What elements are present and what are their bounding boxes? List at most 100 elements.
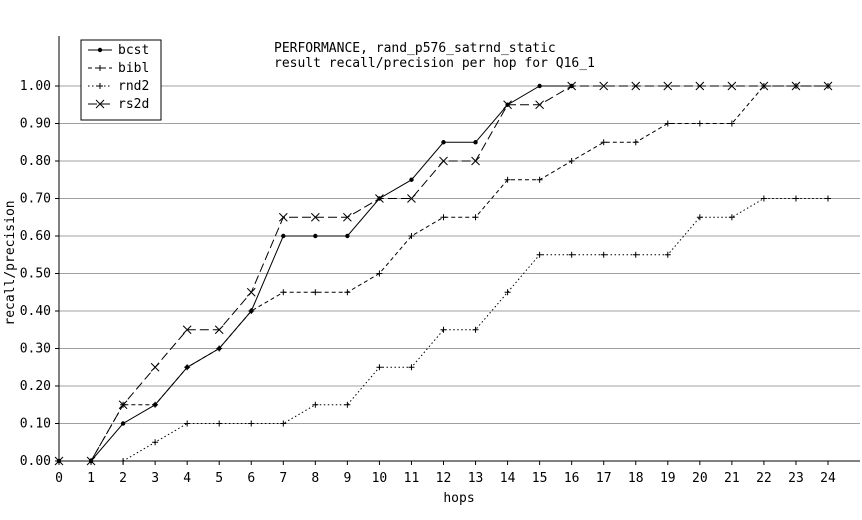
legend-label: bcst bbox=[118, 43, 149, 58]
data-point-bcst bbox=[120, 421, 126, 426]
data-point-bcst bbox=[473, 140, 478, 145]
legend-box bbox=[80, 39, 162, 121]
y-tick-label: 0.20 bbox=[20, 379, 51, 394]
data-point-bibl bbox=[376, 270, 383, 277]
data-point-rnd2 bbox=[600, 251, 607, 258]
data-point-bibl bbox=[440, 214, 447, 221]
data-point-rnd2 bbox=[504, 289, 511, 296]
grid bbox=[59, 85, 860, 424]
y-tick-label: 0.60 bbox=[20, 229, 51, 244]
x-tick-label: 16 bbox=[564, 471, 580, 486]
x-tick-label: 8 bbox=[311, 471, 319, 486]
y-tick-label: 0.90 bbox=[20, 117, 51, 132]
data-point-bibl bbox=[632, 139, 639, 146]
legend-marker bbox=[95, 99, 105, 109]
data-point-bibl bbox=[536, 176, 543, 183]
data-point-rs2d bbox=[759, 81, 769, 91]
data-point-rs2d bbox=[246, 287, 256, 297]
x-tick-label: 5 bbox=[215, 471, 223, 486]
data-point-rnd2 bbox=[792, 195, 799, 202]
y-tick-label: 0.10 bbox=[20, 417, 51, 432]
data-point-rs2d bbox=[118, 400, 128, 410]
data-point-bcst bbox=[537, 83, 542, 89]
data-point-bcst bbox=[441, 140, 446, 145]
y-tick-label: 0.40 bbox=[20, 304, 51, 319]
y-tick-label: 0.80 bbox=[20, 154, 51, 169]
legend: bcst bibl rnd2 rs2d bbox=[80, 39, 162, 121]
data-point-rs2d bbox=[727, 81, 737, 91]
data-point-bibl bbox=[248, 308, 255, 314]
x-tick-label: 14 bbox=[500, 471, 516, 486]
data-point-bcst bbox=[345, 233, 350, 239]
x-tick-label: 20 bbox=[692, 471, 708, 486]
data-point-rs2d bbox=[791, 81, 801, 91]
data-point-rs2d bbox=[471, 156, 480, 166]
legend-marker bbox=[97, 47, 103, 53]
data-point-rnd2 bbox=[312, 401, 319, 408]
data-point-rnd2 bbox=[216, 420, 223, 427]
legend-label: bibl bbox=[118, 61, 149, 76]
data-point-bibl bbox=[664, 120, 671, 127]
data-point-rs2d bbox=[310, 212, 320, 222]
data-point-rnd2 bbox=[664, 251, 671, 258]
y-tick-label: 0.00 bbox=[20, 454, 51, 469]
data-point-rs2d bbox=[503, 100, 512, 110]
data-point-rnd2 bbox=[632, 251, 639, 258]
data-point-bibl bbox=[728, 120, 735, 127]
y-tick-label: 0.70 bbox=[20, 192, 51, 207]
x-tick-label: 4 bbox=[183, 471, 191, 486]
data-point-rnd2 bbox=[248, 420, 255, 427]
data-point-rs2d bbox=[535, 100, 544, 110]
data-point-rnd2 bbox=[152, 439, 159, 446]
x-tick-label: 12 bbox=[436, 471, 452, 486]
data-point-rs2d bbox=[823, 81, 833, 91]
data-point-rnd2 bbox=[344, 401, 351, 408]
legend-label: rs2d bbox=[118, 97, 149, 112]
data-point-rnd2 bbox=[280, 420, 287, 427]
legend-entry-rnd2: rnd2 bbox=[88, 79, 149, 94]
data-point-bibl bbox=[184, 364, 191, 371]
data-point-rs2d bbox=[663, 81, 673, 91]
data-point-rnd2 bbox=[696, 214, 703, 221]
x-tick-label: 19 bbox=[660, 471, 676, 486]
data-point-rs2d bbox=[631, 81, 641, 91]
x-tick-label: 0 bbox=[55, 471, 63, 486]
x-tick-label: 2 bbox=[119, 471, 127, 486]
data-point-rs2d bbox=[407, 194, 416, 203]
x-tick-label: 15 bbox=[532, 471, 548, 486]
data-point-rs2d bbox=[278, 212, 288, 222]
x-tick-label: 24 bbox=[820, 471, 836, 486]
data-point-rnd2 bbox=[472, 326, 479, 333]
x-tick-label: 6 bbox=[247, 471, 255, 486]
data-point-bibl bbox=[216, 345, 223, 352]
data-point-rs2d bbox=[343, 212, 352, 222]
data-point-bcst bbox=[409, 177, 414, 182]
x-tick-label: 11 bbox=[404, 471, 420, 486]
x-axis-label: hops bbox=[443, 491, 474, 506]
x-tick-label: 21 bbox=[724, 471, 740, 486]
data-point-rnd2 bbox=[184, 420, 191, 427]
data-point-bibl bbox=[344, 289, 351, 296]
data-point-rnd2 bbox=[536, 251, 543, 258]
legend-marker bbox=[97, 65, 103, 71]
axes bbox=[58, 36, 860, 462]
x-tick-label: 7 bbox=[279, 471, 287, 486]
data-point-rs2d bbox=[695, 81, 705, 91]
data-point-bcst bbox=[313, 233, 318, 239]
data-point-rnd2 bbox=[568, 251, 575, 258]
legend-label: rnd2 bbox=[118, 79, 149, 94]
data-point-rs2d bbox=[214, 325, 224, 335]
data-point-rs2d bbox=[150, 362, 160, 372]
data-point-bibl bbox=[600, 139, 607, 146]
x-tick-label: 10 bbox=[372, 471, 388, 486]
data-point-rnd2 bbox=[376, 364, 383, 371]
legend-entry-rs2d: rs2d bbox=[88, 97, 149, 112]
x-tick-label: 18 bbox=[628, 471, 644, 486]
data-point-rnd2 bbox=[408, 364, 415, 371]
legend-entry-bcst: bcst bbox=[88, 43, 149, 58]
legend-entry-bibl: bibl bbox=[88, 61, 149, 76]
legend-marker bbox=[97, 83, 103, 89]
data-point-bibl bbox=[280, 289, 287, 296]
x-tick-label: 13 bbox=[468, 471, 484, 486]
